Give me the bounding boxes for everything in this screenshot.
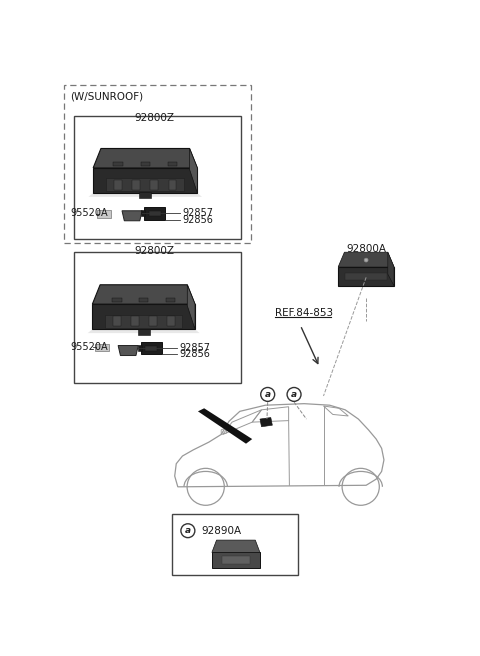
Text: a: a [185,526,191,535]
Polygon shape [388,252,394,286]
Polygon shape [93,168,197,193]
Text: (W/SUNROOF): (W/SUNROOF) [70,91,143,101]
Polygon shape [122,211,142,221]
Bar [139,298,148,302]
Bar [112,298,121,302]
Polygon shape [212,552,260,569]
Bar [168,162,177,166]
Polygon shape [88,329,200,333]
Bar [113,316,120,326]
Polygon shape [88,193,202,197]
Polygon shape [118,346,138,356]
Bar [74,115,240,239]
Polygon shape [142,342,162,354]
Polygon shape [93,148,197,168]
Bar [172,514,298,575]
Text: 92857: 92857 [182,209,214,218]
Bar [74,252,240,383]
Bar [141,211,145,216]
Bar [148,211,161,216]
Polygon shape [187,285,195,329]
Bar [145,346,157,351]
Text: a: a [264,390,271,399]
Text: 92856: 92856 [182,215,213,224]
Polygon shape [190,148,197,193]
Polygon shape [338,252,394,267]
Polygon shape [212,540,260,552]
Bar [345,273,387,280]
Text: 92856: 92856 [180,350,210,359]
Bar [139,192,152,198]
Bar [113,162,123,166]
Bar [97,211,111,218]
Bar [132,180,140,190]
Polygon shape [92,285,195,304]
Bar [64,85,252,243]
Text: 95520A: 95520A [70,209,108,218]
Text: 92800Z: 92800Z [134,113,175,123]
Bar [141,162,150,166]
Text: 92857: 92857 [180,343,210,353]
Polygon shape [338,267,394,286]
Polygon shape [144,207,165,220]
Text: REF.84-853: REF.84-853 [276,308,334,318]
Bar [137,345,142,350]
Bar [149,316,156,326]
Text: 95520A: 95520A [71,342,108,352]
Polygon shape [260,417,272,427]
Circle shape [364,258,368,262]
Bar [151,180,158,190]
Bar [168,180,177,190]
Polygon shape [92,304,195,329]
Bar [114,180,122,190]
Bar [221,556,251,564]
Bar [166,298,175,302]
Bar [167,316,175,326]
Polygon shape [105,315,182,328]
Bar [95,344,109,352]
Bar [137,329,150,335]
Text: 92800Z: 92800Z [134,246,175,256]
Polygon shape [198,408,252,443]
Text: 92800A: 92800A [346,244,386,255]
Text: a: a [291,390,297,399]
Bar [131,316,139,326]
Text: 92890A: 92890A [202,525,242,536]
Polygon shape [106,178,184,192]
